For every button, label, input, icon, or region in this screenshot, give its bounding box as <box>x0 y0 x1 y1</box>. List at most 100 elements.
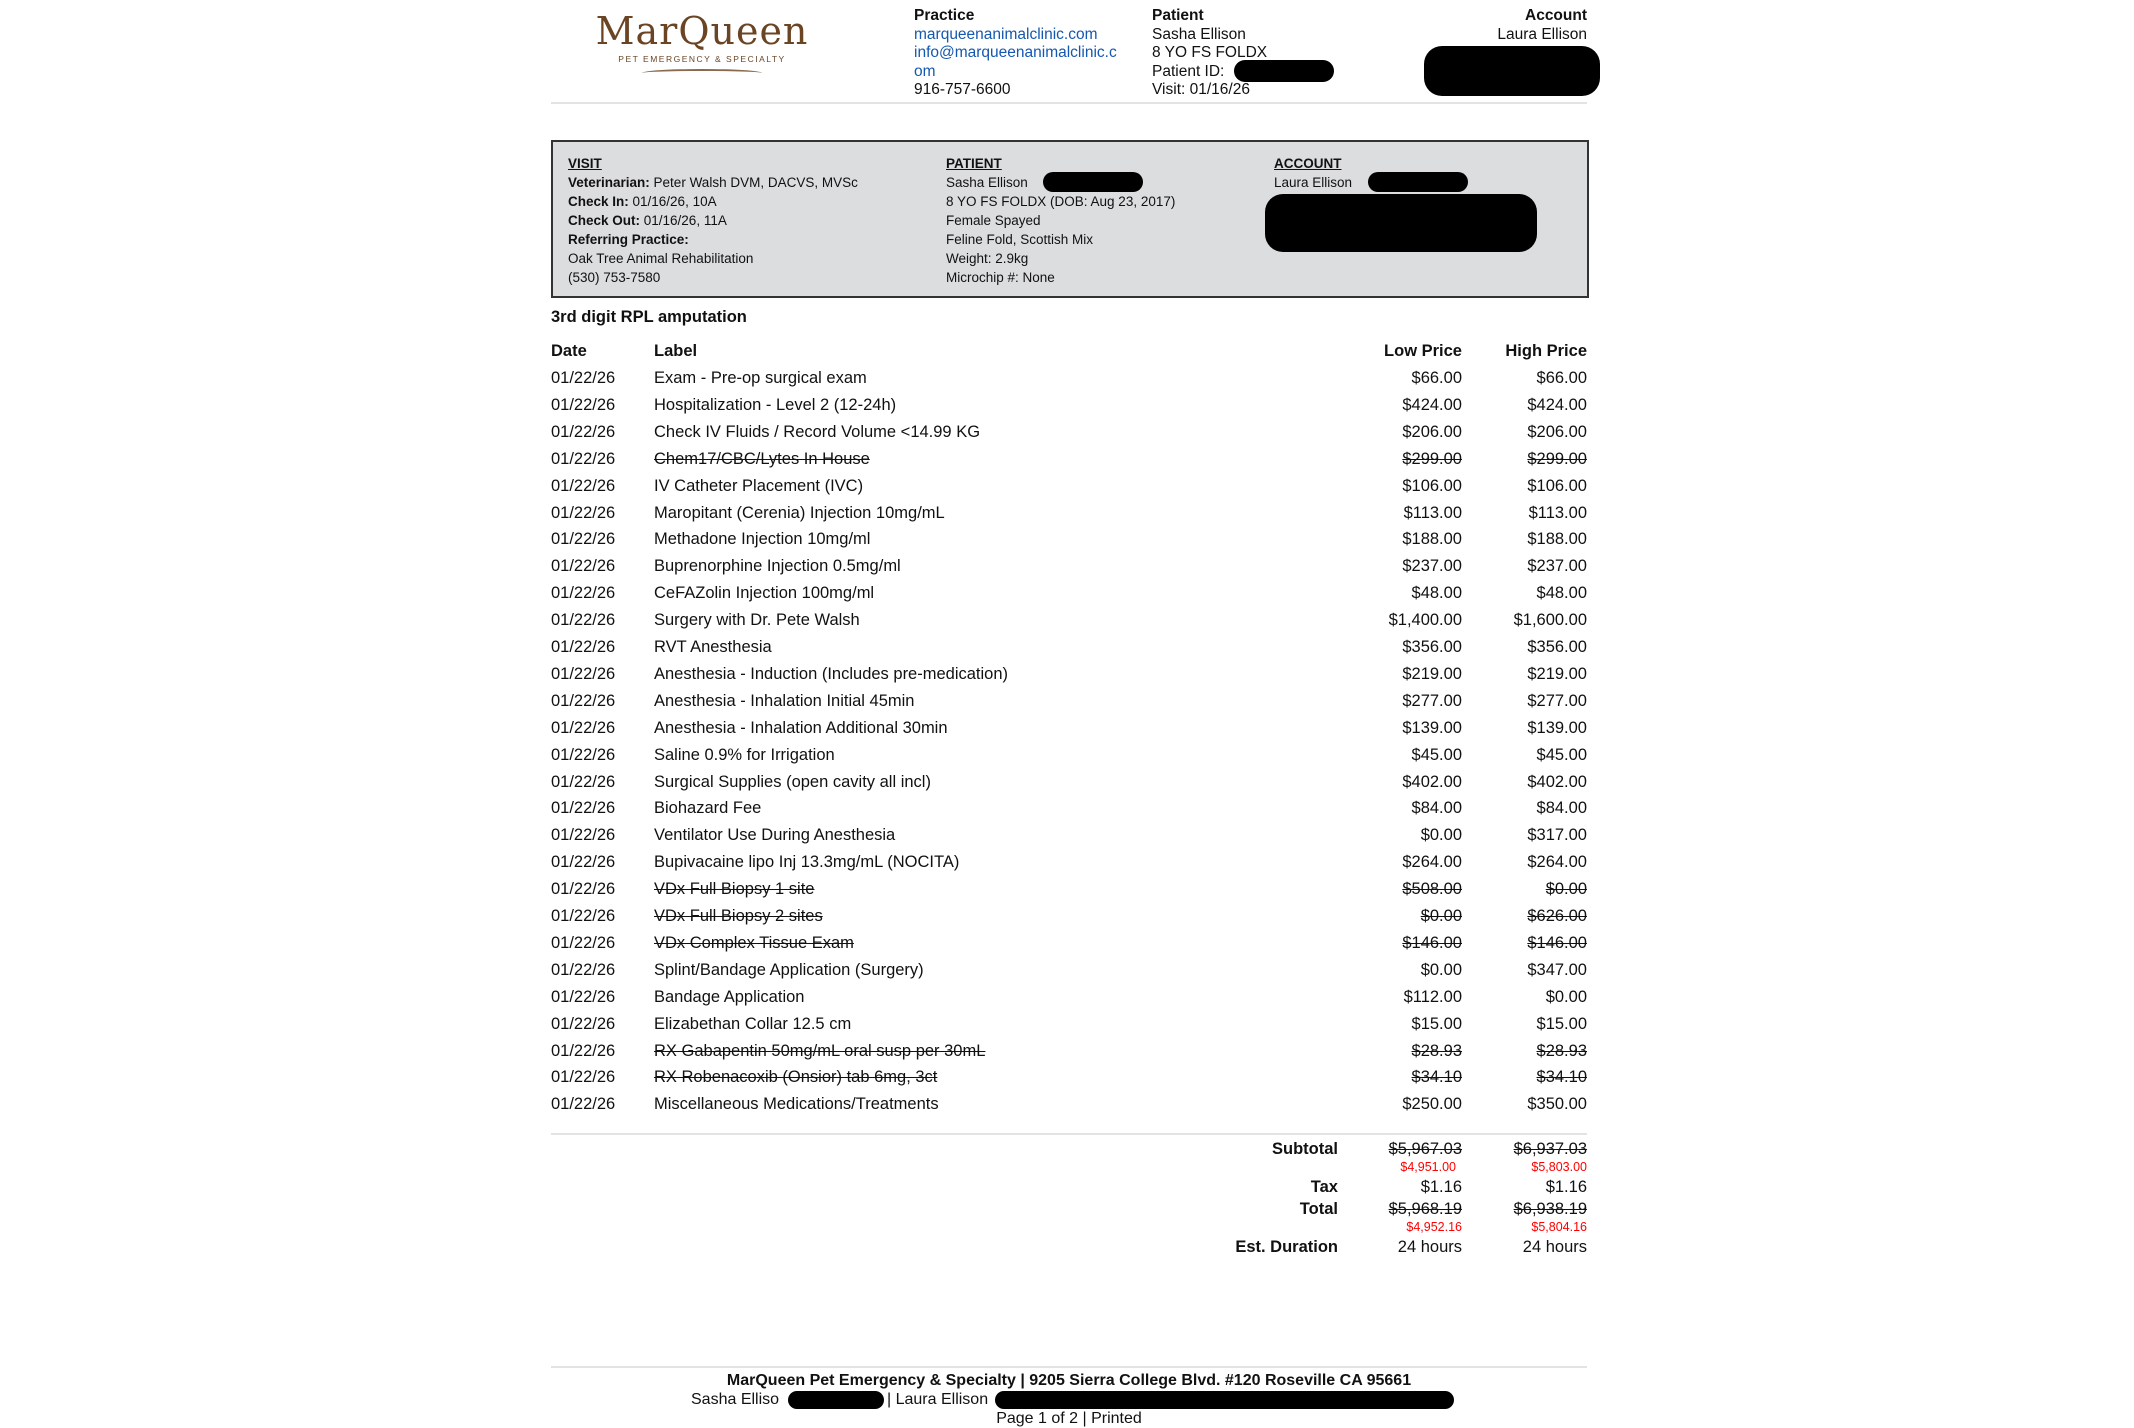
redaction <box>1424 46 1600 96</box>
item-low-price: $299.00 <box>1402 449 1462 468</box>
practice-email-link[interactable]: info@marqueenanimalclinic.c <box>914 44 1117 61</box>
redaction <box>1234 60 1334 82</box>
item-date: 01/22/26 <box>551 557 616 576</box>
item-low-price: $113.00 <box>1403 503 1462 522</box>
item-high-price: $45.00 <box>1536 745 1587 764</box>
vet-label: Veterinarian: <box>568 175 650 190</box>
item-low-price: $0.00 <box>1420 960 1462 979</box>
table-row: 01/22/26 RX Gabapentin 50mg/mL oral susp … <box>551 1041 1587 1068</box>
table-row: 01/22/26 Saline 0.9% for Irrigation $45.00… <box>551 745 1587 772</box>
footer-address: MarQueen Pet Emergency & Specialty | 920… <box>726 1372 1412 1389</box>
item-high-price: $264.00 <box>1527 853 1587 872</box>
table-row: 01/22/26 Methadone Injection 10mg/ml $188.… <box>551 529 1587 556</box>
duration-high: 24 hours <box>1522 1238 1587 1256</box>
item-date: 01/22/26 <box>551 503 616 522</box>
item-label: VDx Full Biopsy 1 site <box>654 880 815 899</box>
item-low-price: $48.00 <box>1411 584 1462 603</box>
table-row: 01/22/26 Buprenorphine Injection 0.5mg/ml… <box>551 556 1587 583</box>
item-low-price: $1,400.00 <box>1388 611 1462 630</box>
item-high-price: $0.00 <box>1545 987 1587 1006</box>
item-high-price: $424.00 <box>1527 395 1587 414</box>
item-label: VDx Complex Tissue Exam <box>654 933 854 952</box>
item-label: RX Robenacoxib (Onsior) tab 6mg, 3ct <box>654 1068 938 1087</box>
practice-website-link[interactable]: marqueenanimalclinic.com <box>914 25 1098 43</box>
table-row: 01/22/26 Anesthesia - Induction (Includes… <box>551 664 1587 691</box>
item-label: Saline 0.9% for Irrigation <box>654 745 835 764</box>
item-low-price: $237.00 <box>1402 557 1462 576</box>
table-row: 01/22/26 Elizabethan Collar 12.5 cm $15.00… <box>551 1014 1587 1041</box>
item-label: Surgery with Dr. Pete Walsh <box>654 611 860 630</box>
referring-name: Oak Tree Animal Rehabilitation <box>568 251 754 266</box>
item-low-price: $66.00 <box>1411 369 1462 387</box>
item-low-price: $0.00 <box>1420 907 1462 925</box>
item-label: Biohazard Fee <box>654 799 762 818</box>
item-label: Bupivacaine lipo Inj 13.3mg/mL (NOCITA) <box>654 853 960 872</box>
table-row: 01/22/26 Check IV Fluids / Record Volume … <box>551 422 1587 449</box>
redaction <box>788 1391 884 1409</box>
checkout-value: 01/16/26, 11A <box>640 213 727 228</box>
table-row: 01/22/26 Surgery with Dr. Pete Walsh $1,40… <box>551 610 1587 637</box>
total-label: Total <box>1299 1200 1338 1218</box>
redaction <box>995 1391 1454 1409</box>
item-high-price: $106.00 <box>1527 476 1587 495</box>
redaction <box>1368 172 1468 192</box>
patient-sex: Female Spayed <box>946 213 1041 228</box>
item-low-price: $424.00 <box>1402 395 1462 414</box>
col-low-price: Low Price <box>1384 342 1462 360</box>
patient-breed: Feline Fold, Scottish Mix <box>946 232 1094 247</box>
item-high-price: $1,600.00 <box>1513 611 1587 630</box>
col-label: Label <box>654 342 698 360</box>
item-low-price: $112.00 <box>1403 987 1462 1006</box>
item-date: 01/22/26 <box>551 718 616 737</box>
col-date: Date <box>551 342 587 360</box>
practice-email-link-cont[interactable]: om <box>914 62 936 80</box>
patient-visit: Visit: 01/16/26 <box>1152 81 1250 98</box>
footer-divider <box>551 1366 1587 1368</box>
table-row: 01/22/26 Ventilator Use During Anesthesia… <box>551 825 1587 852</box>
item-low-price: $219.00 <box>1402 664 1462 683</box>
footer-page: Page 1 of 2 | Printed <box>996 1410 1142 1427</box>
item-label: Splint/Bandage Application (Surgery) <box>654 960 924 979</box>
item-low-price: $34.10 <box>1411 1068 1462 1087</box>
item-high-price: $317.00 <box>1527 826 1587 845</box>
item-low-price: $45.00 <box>1411 745 1462 764</box>
total-low: $5,968.19 <box>1388 1200 1462 1218</box>
table-row: 01/22/26 Anesthesia - Inhalation Addition… <box>551 718 1587 745</box>
item-low-price: $402.00 <box>1402 772 1462 791</box>
item-date: 01/22/26 <box>551 745 616 764</box>
item-label: Ventilator Use During Anesthesia <box>654 826 896 845</box>
item-date: 01/22/26 <box>551 664 616 683</box>
item-label: Maropitant (Cerenia) Injection 10mg/mL <box>654 503 945 522</box>
item-low-price: $28.93 <box>1411 1041 1462 1060</box>
table-row: 01/22/26 Bupivacaine lipo Inj 13.3mg/mL (… <box>551 852 1587 879</box>
table-row: 01/22/26 RVT Anesthesia $356.00 $356.00 <box>551 637 1587 664</box>
table-row: 01/22/26 Surgical Supplies (open cavity a… <box>551 772 1587 799</box>
table-row: 01/22/26 Splint/Bandage Application (Surg… <box>551 960 1587 987</box>
logo-tagline: PET EMERGENCY & SPECIALTY <box>618 54 786 64</box>
item-date: 01/22/26 <box>551 987 616 1006</box>
item-low-price: $139.00 <box>1402 718 1462 737</box>
item-low-price: $277.00 <box>1402 691 1462 710</box>
item-low-price: $250.00 <box>1402 1095 1462 1114</box>
logo-brand: MarQueen <box>595 9 809 53</box>
item-date: 01/22/26 <box>551 799 616 818</box>
item-label: Hospitalization - Level 2 (12-24h) <box>654 395 897 414</box>
item-date: 01/22/26 <box>551 691 616 710</box>
table-row: 01/22/26 Bandage Application $112.00 $0.00 <box>551 987 1587 1014</box>
item-high-price: $34.10 <box>1536 1068 1587 1087</box>
checkin-label: Check In: <box>568 194 629 209</box>
table-row: 01/22/26 Maropitant (Cerenia) Injection 1… <box>551 503 1587 530</box>
patient-section: PATIENT Sasha Ellison 8 YO FS FOLDX (DOB… <box>946 154 1175 287</box>
logo: MarQueen PET EMERGENCY & SPECIALTY <box>582 8 822 84</box>
table-row: 01/22/26 Chem17/CBC/Lytes In House $299.00… <box>551 449 1587 476</box>
item-label: Chem17/CBC/Lytes In House <box>654 449 870 468</box>
item-high-price: $219.00 <box>1527 664 1587 683</box>
table-row: 01/22/26 Miscellaneous Medications/Treatm… <box>551 1094 1587 1121</box>
item-high-price: $277.00 <box>1527 691 1587 710</box>
tax-label: Tax <box>1310 1178 1338 1196</box>
item-date: 01/22/26 <box>551 1095 616 1114</box>
footer-account: | Laura Ellison <box>887 1391 989 1408</box>
table-row: 01/22/26 VDx Complex Tissue Exam $146.00 $1… <box>551 933 1587 960</box>
item-label: RVT Anesthesia <box>654 638 772 656</box>
patient-weight: Weight: 2.9kg <box>946 251 1029 266</box>
